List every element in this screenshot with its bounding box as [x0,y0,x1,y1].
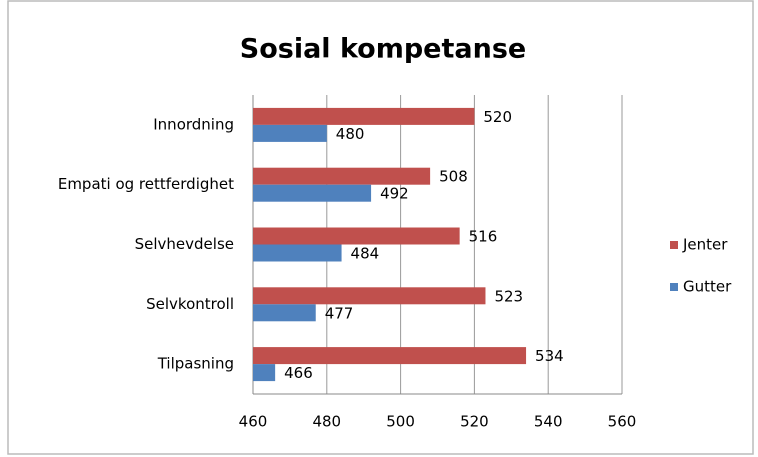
bar [253,167,431,185]
bar [253,304,316,322]
bar [253,184,372,202]
y-tick-label: Innordning [153,115,234,133]
data-label: 480 [336,125,365,143]
legend-label: Jenter [682,236,728,254]
bar [253,364,276,382]
data-label: 492 [380,185,409,203]
bar [253,347,527,365]
chart-title: Sosial kompetanse [240,34,526,65]
x-tick-label: 520 [460,413,489,431]
x-tick-label: 560 [608,413,637,431]
data-label: 508 [439,168,468,186]
y-tick-label: Selvhevdelse [135,235,234,253]
bar [253,287,486,305]
bar [253,107,475,125]
x-tick-label: 500 [386,413,415,431]
bar [253,227,460,245]
data-label: 477 [325,304,354,322]
y-tick-label: Tilpasning [157,355,234,373]
data-label: 520 [483,108,512,126]
legend-swatch [670,283,678,291]
y-tick-label: Selvkontroll [146,295,234,313]
data-label: 466 [284,364,313,382]
x-tick-label: 540 [534,413,563,431]
bar [253,124,327,142]
y-tick-label: Empati og rettferdighet [58,175,234,193]
data-label: 523 [494,287,523,305]
data-label: 534 [535,347,564,365]
bar [253,244,342,262]
legend-swatch [670,241,678,249]
x-tick-label: 460 [239,413,268,431]
legend-label: Gutter [683,278,732,296]
x-tick-label: 480 [312,413,341,431]
data-label: 516 [469,228,498,246]
data-label: 484 [351,245,380,263]
